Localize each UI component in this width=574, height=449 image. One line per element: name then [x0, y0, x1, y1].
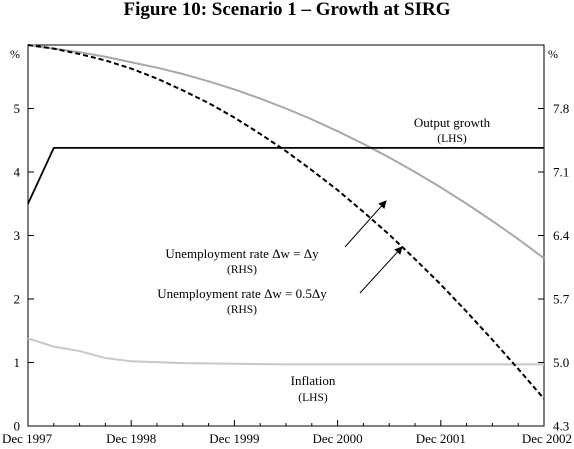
annotation-inflation: Inflation	[291, 373, 336, 388]
series-line-3	[27, 44, 545, 400]
annotation-inflation-sub: (LHS)	[298, 392, 328, 404]
right-tick-label: 6.4	[553, 228, 570, 243]
series-line-4	[27, 337, 544, 366]
left-tick-label: 5	[14, 101, 21, 116]
arrow-unemployment-dw-dy	[344, 200, 387, 248]
right-tick-label: 7.1	[553, 165, 569, 180]
annotation-unemployment-dw-dy-sub: (RHS)	[227, 264, 257, 276]
series-line-1	[27, 146, 544, 205]
x-tick-label: Dec 2001	[416, 431, 466, 446]
annotation-unemployment-dw-half-dy-sub: (RHS)	[227, 304, 257, 316]
series-layer	[27, 44, 545, 400]
left-unit-label: %	[10, 47, 20, 61]
annotation-unemployment-dw-dy: Unemployment rate Δw = Δy	[165, 246, 319, 261]
right-tick-label: 4.3	[553, 419, 569, 434]
axis-ticks: 0 1 2 3 4 5 4.3 5.0 5.7 6.4 7.1 7.8 Dec 1997 Dec 1998…	[2, 101, 572, 446]
left-tick-label: 3	[14, 228, 21, 243]
annotation-output-growth: Output growth	[414, 115, 491, 130]
x-tick-label: Dec 1997	[2, 431, 53, 446]
x-tick-label: Dec 1998	[106, 431, 156, 446]
x-tick-label: Dec 1999	[209, 431, 259, 446]
left-tick-label: 4	[14, 165, 21, 180]
series-line-2	[27, 44, 545, 259]
right-tick-label: 7.8	[553, 101, 569, 116]
x-tick-label: Dec 2000	[313, 431, 363, 446]
right-unit-label: %	[548, 47, 558, 61]
left-tick-label: 1	[14, 355, 21, 370]
annotation-unemployment-dw-half-dy: Unemployment rate Δw = 0.5Δy	[157, 286, 327, 301]
chart-title: Figure 10: Scenario 1 – Growth at SIRG	[123, 0, 451, 20]
right-tick-label: 5.7	[553, 292, 570, 307]
right-tick-label: 5.0	[553, 355, 569, 370]
x-tick-label: Dec 2002	[522, 431, 572, 446]
left-tick-label: 2	[14, 292, 21, 307]
left-tick-label: 0	[14, 419, 21, 434]
annotation-output-growth-sub: (LHS)	[437, 133, 467, 145]
arrow-unemployment-dw-half-dy	[359, 246, 403, 294]
plot-frame	[27, 44, 545, 427]
